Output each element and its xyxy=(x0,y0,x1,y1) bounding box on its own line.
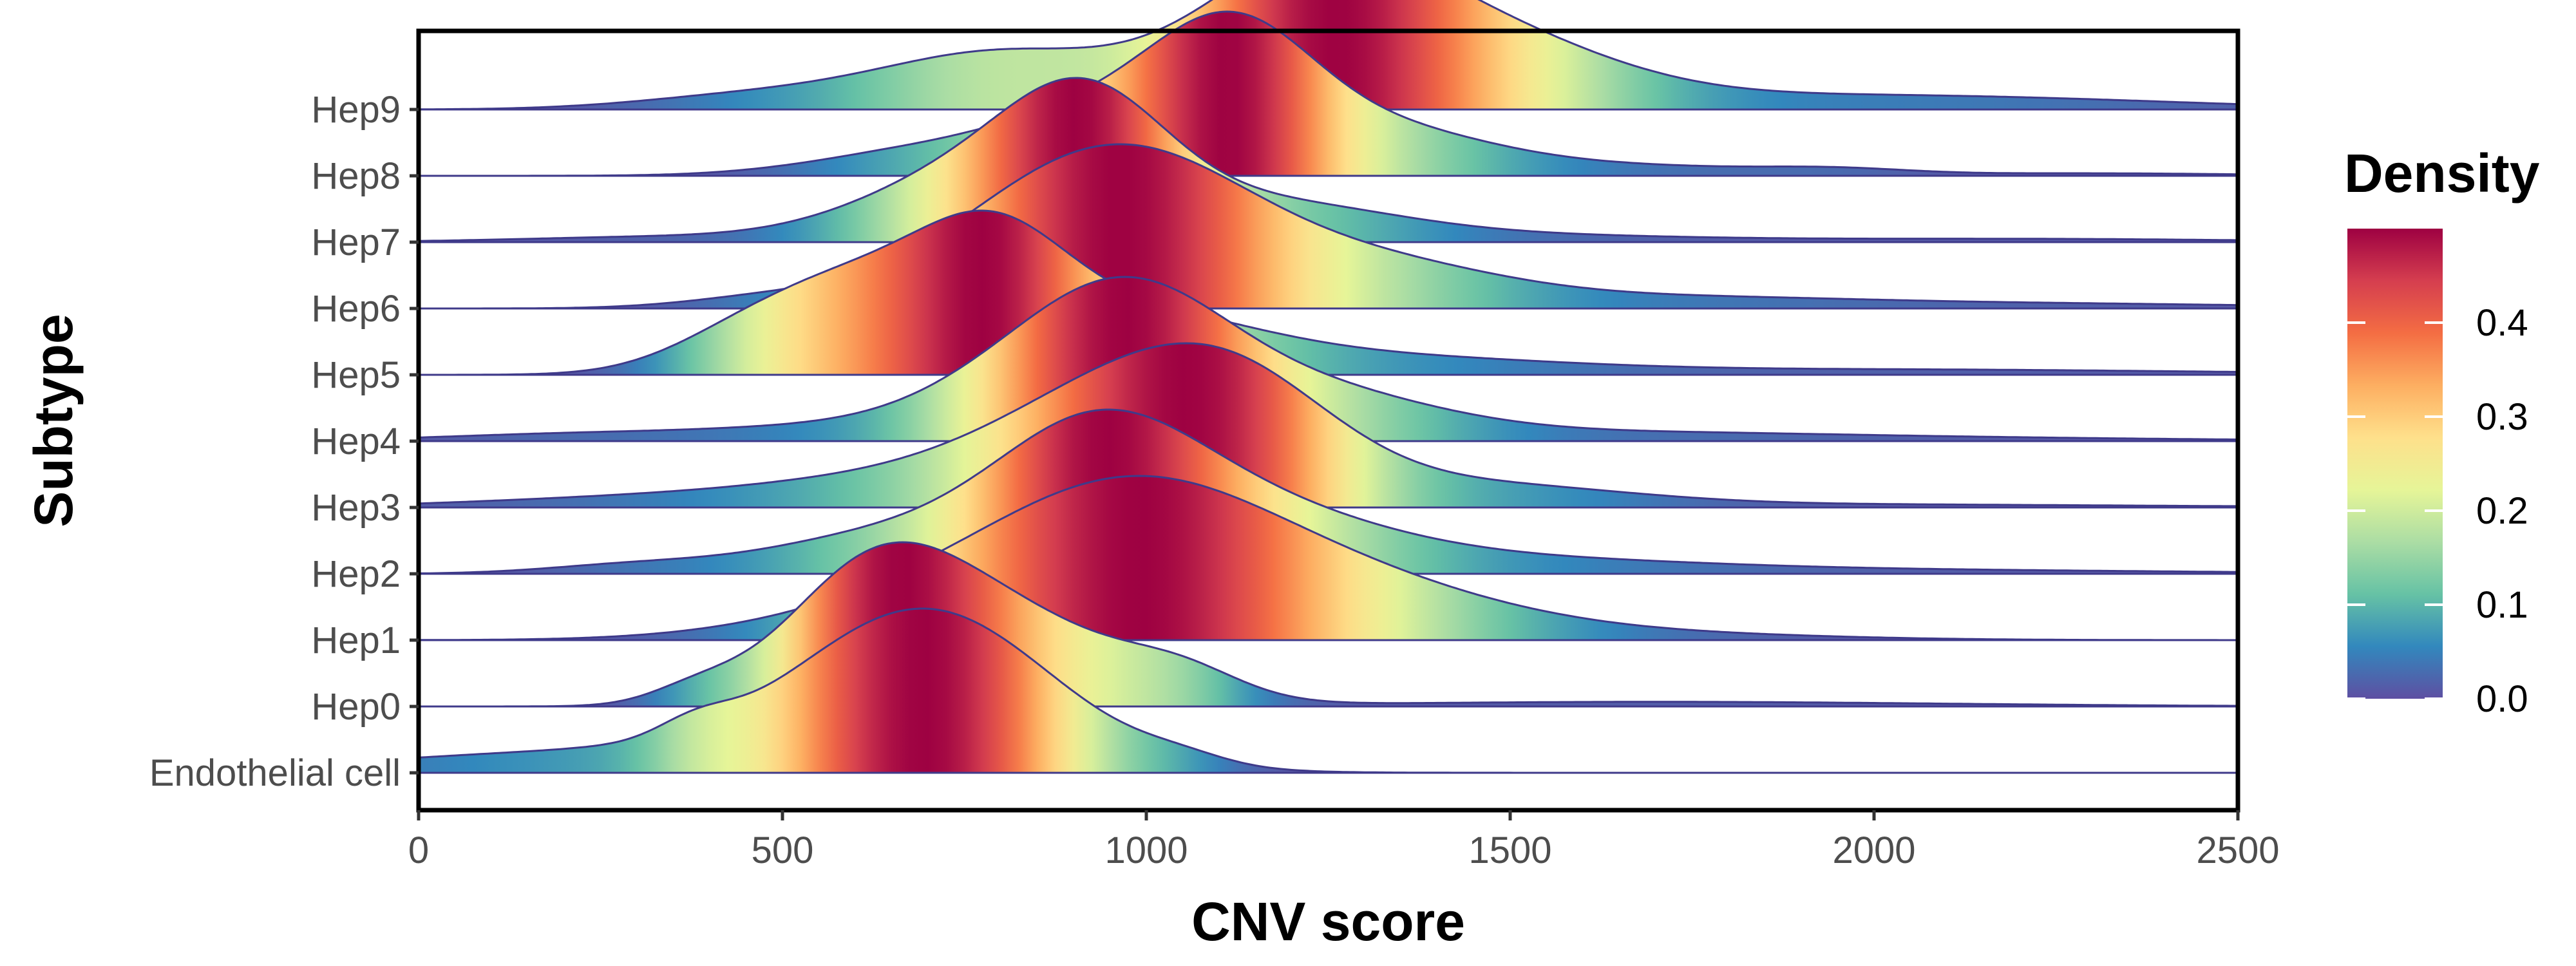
x-tick-label: 2000 xyxy=(1832,829,1915,871)
x-axis-title: CNV score xyxy=(1191,891,1465,952)
y-tick-label: Hep3 xyxy=(311,487,401,529)
ridge-hep8 xyxy=(417,10,2239,177)
ridge-hep3 xyxy=(417,342,2239,509)
x-tick-label: 1500 xyxy=(1468,829,1551,871)
y-tick-label: Hep6 xyxy=(311,288,401,330)
y-axis-title: Subtype xyxy=(23,314,84,527)
y-tick-label: Hep2 xyxy=(311,553,401,595)
x-tick-label: 0 xyxy=(408,829,429,871)
x-tick-label: 1000 xyxy=(1104,829,1188,871)
y-tick-label: Hep4 xyxy=(311,421,401,462)
x-tick-label: 500 xyxy=(752,829,814,871)
legend-tick-label: 0.0 xyxy=(2476,678,2528,720)
legend-ticks: 0.0 0.1 0.2 0.3 0.4 xyxy=(2347,302,2528,720)
y-tick-label: Hep9 xyxy=(311,89,401,131)
ridge-hep6 xyxy=(417,143,2239,310)
ridge-hep5 xyxy=(417,209,2239,376)
x-axis: 0 500 1000 1500 2000 2500 xyxy=(408,810,2280,871)
y-tick-label: Endothelial cell xyxy=(149,752,401,794)
density-legend: Density 0.0 0.1 0.2 0.3 0.4 xyxy=(2344,143,2540,720)
legend-tick-label: 0.4 xyxy=(2476,302,2528,344)
ridges-layer xyxy=(417,0,2239,774)
ridge-hep2 xyxy=(417,408,2239,575)
legend-tick-label: 0.3 xyxy=(2476,396,2528,438)
y-axis: Endothelial cell Hep0 Hep1 Hep2 Hep3 Hep4 Hep5… xyxy=(149,89,419,794)
x-tick-label: 2500 xyxy=(2196,829,2279,871)
plot-panel-border xyxy=(416,28,2240,813)
ridge-hep9 xyxy=(417,0,2239,111)
y-tick-label: Hep8 xyxy=(311,155,401,197)
y-tick-label: Hep7 xyxy=(311,222,401,263)
ridge-hep4 xyxy=(417,276,2239,442)
y-tick-label: Hep1 xyxy=(311,620,401,661)
legend-tick-label: 0.2 xyxy=(2476,490,2528,532)
legend-title: Density xyxy=(2344,143,2540,204)
y-tick-label: Hep5 xyxy=(311,354,401,396)
y-tick-label: Hep0 xyxy=(311,686,401,728)
ridge-endothelial-cell xyxy=(417,607,2239,774)
ridge-hep7 xyxy=(417,77,2239,243)
legend-tick-label: 0.1 xyxy=(2476,584,2528,626)
legend-colorbar xyxy=(2347,229,2443,699)
